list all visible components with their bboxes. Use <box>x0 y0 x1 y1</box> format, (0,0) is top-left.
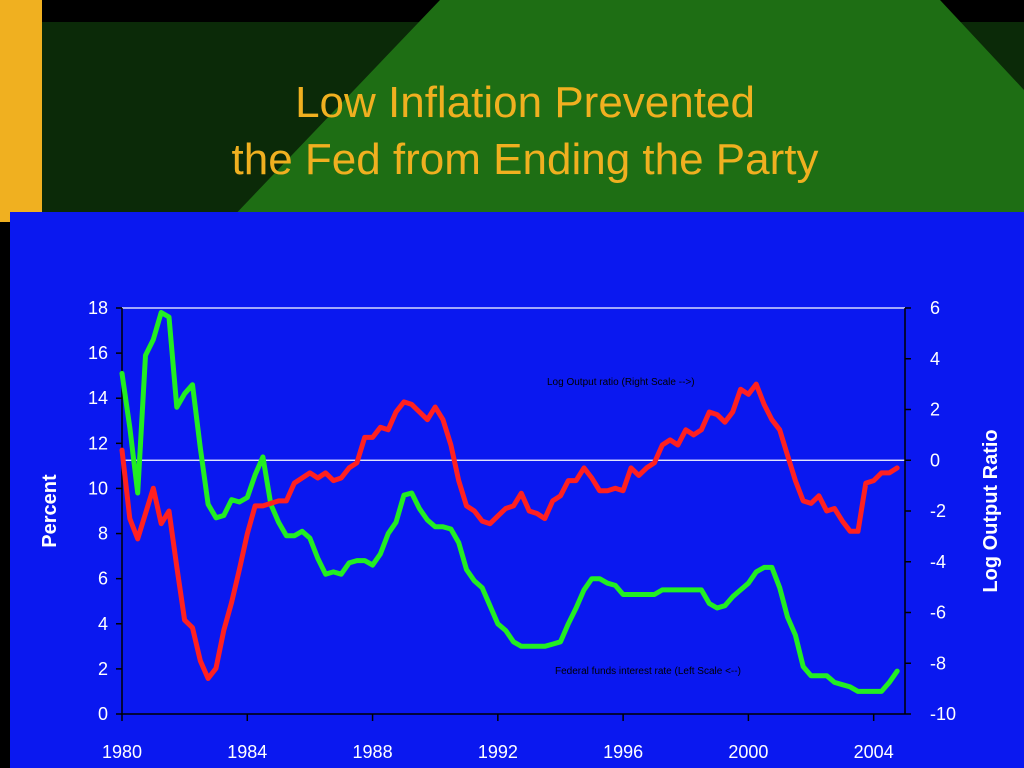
y-axis-right-title: Log Output Ratio <box>980 429 1002 592</box>
x-tick-label: 2004 <box>854 742 894 762</box>
annotation-fed-funds: Federal funds interest rate (Left Scale … <box>555 666 741 677</box>
y-axis-left-title: Percent <box>39 474 61 548</box>
y-right-tick-label: -4 <box>930 552 946 572</box>
y-left-tick-label: 10 <box>88 478 108 498</box>
y-right-tick-label: -2 <box>930 501 946 521</box>
labels-layer: 0 2 4 6 8 10 12 14 16 18 -10 -8 -6 -4 -2 0 2 4 6 1980 1984 19… <box>88 298 956 762</box>
y-left-tick-label: 14 <box>88 388 108 408</box>
chart-panel <box>10 212 1024 768</box>
x-tick-label: 1988 <box>353 742 393 762</box>
y-right-tick-label: 2 <box>930 400 940 420</box>
series-fed-funds-rate-line <box>119 310 900 694</box>
series-log-output-ratio-line <box>119 381 900 681</box>
annotation-output-ratio: Log Output ratio (Right Scale -->) <box>547 377 695 388</box>
y-right-tick-label: 0 <box>930 450 940 470</box>
x-tick-label: 1980 <box>102 742 142 762</box>
y-right-tick-label: 4 <box>930 349 940 369</box>
y-left-tick-label: 18 <box>88 298 108 318</box>
series-layer <box>119 310 900 694</box>
y-right-tick-label: -8 <box>930 653 946 673</box>
y-left-tick-label: 6 <box>98 569 108 589</box>
grid-layer <box>122 307 905 461</box>
y-left-tick-label: 12 <box>88 433 108 453</box>
y-left-tick-label: 2 <box>98 659 108 679</box>
y-right-tick-label: -10 <box>930 704 956 724</box>
y-right-tick-label: 6 <box>930 298 940 318</box>
green-triangle-shape <box>228 0 1024 222</box>
y-left-tick-label: 0 <box>98 704 108 724</box>
slide-title-line-2: the Fed from Ending the Party <box>231 135 819 184</box>
slide-title-line-1: Low Inflation Prevented <box>295 78 755 127</box>
y-left-tick-label: 16 <box>88 343 108 363</box>
x-tick-label: 2000 <box>728 742 768 762</box>
y-right-tick-label: -6 <box>930 603 946 623</box>
x-tick-label: 1992 <box>478 742 518 762</box>
axes-layer <box>116 307 911 721</box>
x-tick-label: 1984 <box>227 742 267 762</box>
x-tick-label: 1996 <box>603 742 643 762</box>
y-left-tick-label: 4 <box>98 614 108 634</box>
gold-side-bar <box>0 0 42 222</box>
y-left-tick-label: 8 <box>98 524 108 544</box>
